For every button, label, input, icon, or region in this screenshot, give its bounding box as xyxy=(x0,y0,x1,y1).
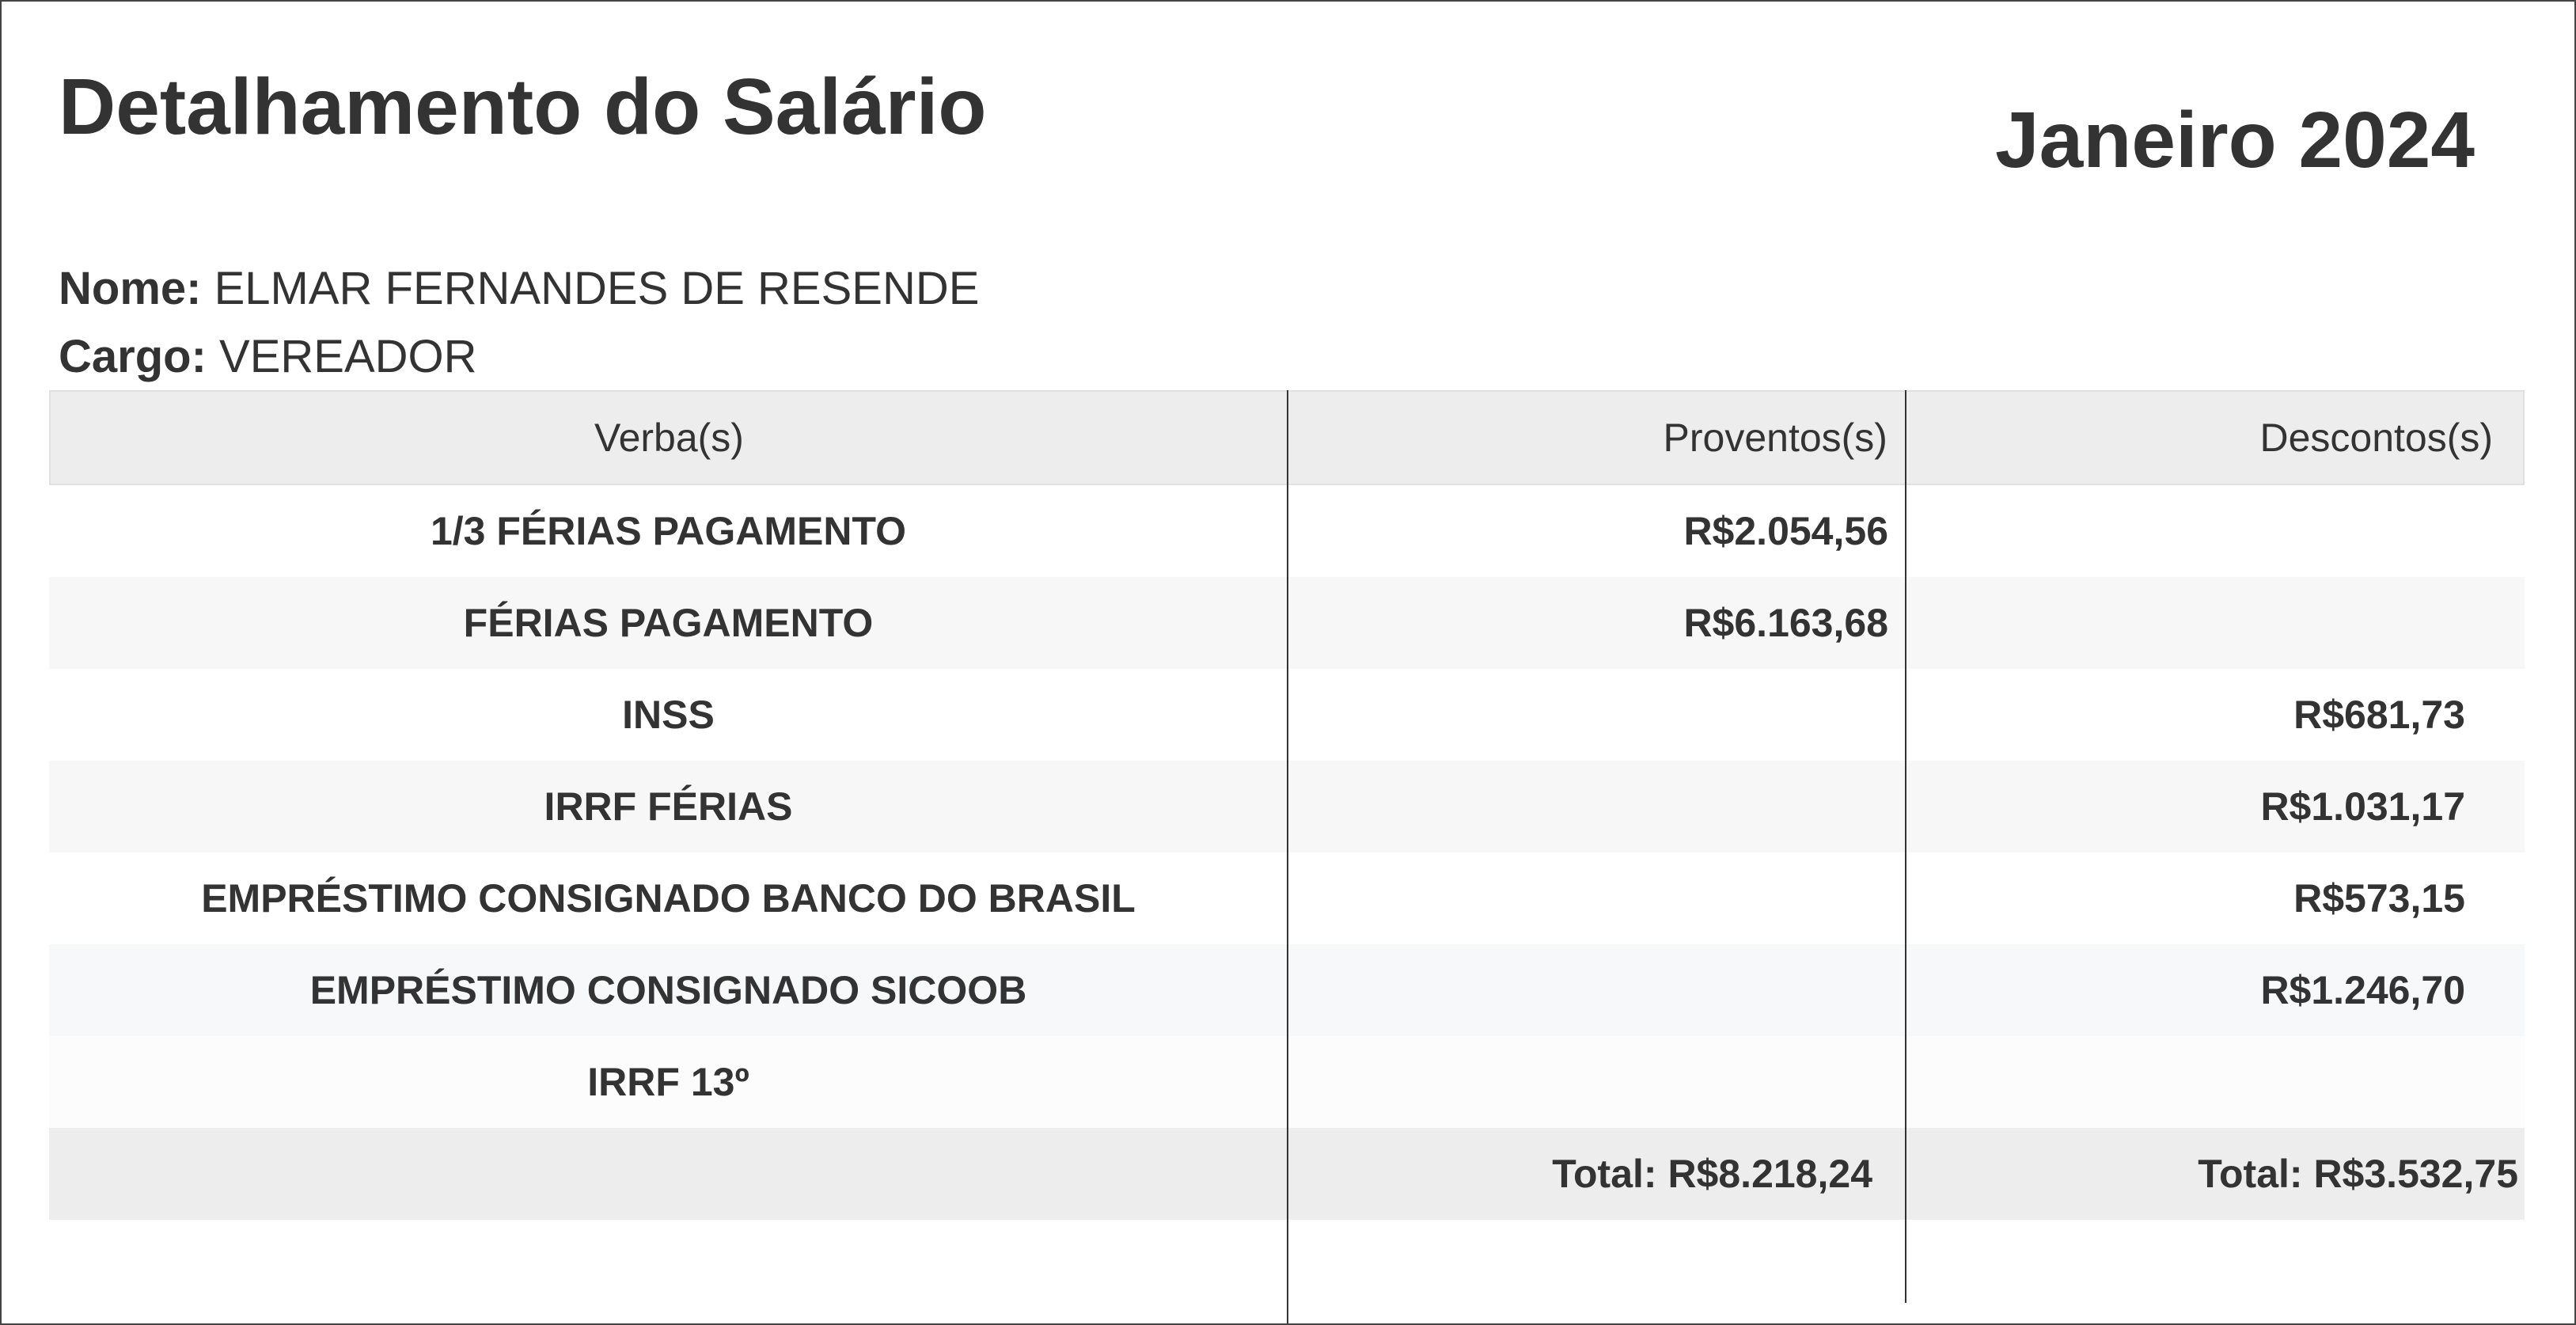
cell-descontos: R$681,73 xyxy=(2293,693,2465,737)
column-header-descontos: Descontos(s) xyxy=(2259,416,2493,460)
column-divider xyxy=(1287,390,1288,1323)
cell-verba: INSS xyxy=(622,693,715,737)
period-label: Janeiro 2024 xyxy=(1995,96,2475,184)
cell-proventos: R$6.163,68 xyxy=(1683,601,1888,645)
cell-verba: EMPRÉSTIMO CONSIGNADO BANCO DO BRASIL xyxy=(201,876,1136,921)
cell-verba: FÉRIAS PAGAMENTO xyxy=(463,601,874,645)
cell-descontos: R$1.246,70 xyxy=(2260,968,2465,1012)
column-header-verba: Verba(s) xyxy=(594,416,744,460)
table-row: INSS R$681,73 xyxy=(49,669,2525,761)
cell-descontos: R$573,15 xyxy=(2293,876,2465,921)
cell-descontos: R$1.031,17 xyxy=(2260,784,2465,829)
cell-verba: EMPRÉSTIMO CONSIGNADO SICOOB xyxy=(309,968,1027,1012)
role-label: Cargo: xyxy=(59,331,207,382)
cell-verba: IRRF 13º xyxy=(587,1060,749,1104)
employee-name: Nome: ELMAR FERNANDES DE RESENDE xyxy=(59,266,979,312)
column-divider xyxy=(1905,390,1906,1303)
name-label: Nome: xyxy=(59,263,202,314)
role-value: VEREADOR xyxy=(219,331,477,382)
table-row: 1/3 FÉRIAS PAGAMENTO R$2.054,56 xyxy=(49,485,2525,577)
total-proventos: Total: R$8.218,24 xyxy=(1552,1152,1872,1196)
cell-verba: 1/3 FÉRIAS PAGAMENTO xyxy=(430,509,907,553)
page-title: Detalhamento do Salário xyxy=(59,63,987,151)
column-header-proventos: Proventos(s) xyxy=(1663,416,1887,460)
table-row: EMPRÉSTIMO CONSIGNADO BANCO DO BRASIL R$… xyxy=(49,852,2525,944)
employee-role: Cargo: VEREADOR xyxy=(59,334,477,380)
name-value: ELMAR FERNANDES DE RESENDE xyxy=(214,263,980,314)
cell-proventos: R$2.054,56 xyxy=(1683,509,1888,553)
cell-verba: IRRF FÉRIAS xyxy=(544,784,793,829)
total-descontos: Total: R$3.532,75 xyxy=(2198,1152,2518,1196)
